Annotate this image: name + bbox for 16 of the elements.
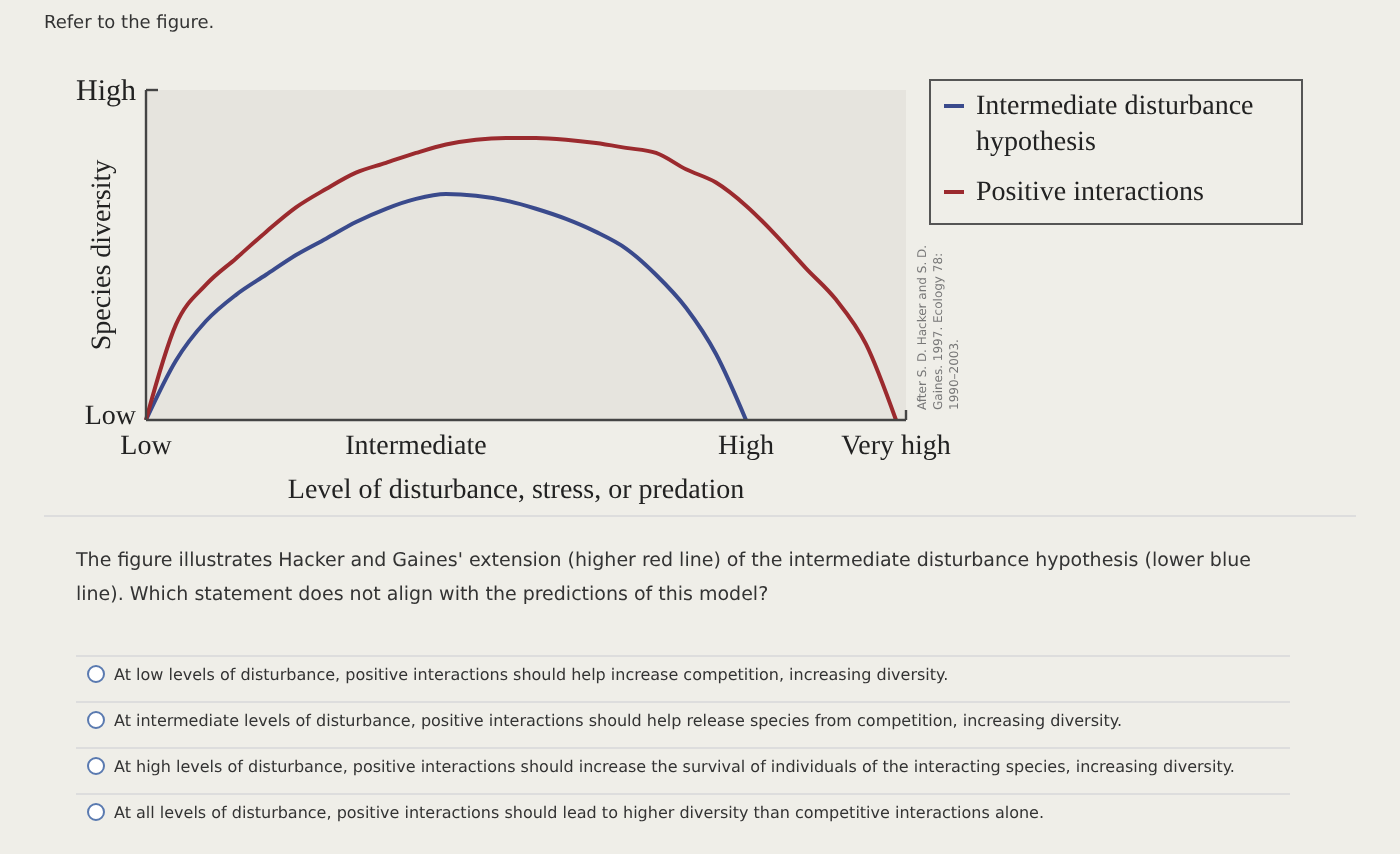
x-tick-label: Low — [120, 432, 174, 462]
legend-label: Intermediate disturbance hypothesis — [976, 92, 1254, 158]
text: The figure illustrates Hacker and Gaines' extension (higher red line) of the intermediate disturbance hypothesis (lower blue line). Which statement does not align with the predictions of this model? — [74, 550, 1252, 606]
text: At low levels of disturbance, positive interactions should help increase competition, increasing diversity. — [114, 666, 949, 684]
text: At high levels of disturbance, positive interactions should increase the survival of individuals of the interacting species, increasing diversity. — [114, 758, 1235, 776]
text: At intermediate levels of disturbance, positive interactions should help release species from competition, increasing diversity. — [114, 712, 1122, 730]
text: Refer to the figure. — [44, 14, 215, 34]
text: Low — [84, 402, 138, 432]
y-axis-title: Species diversity — [88, 159, 118, 351]
x-tick-label: High — [718, 432, 774, 462]
text: At all levels of disturbance, positive interactions should lead to higher diversity than competitive interactions alone. — [114, 804, 1045, 822]
x-axis-title: Level of disturbance, stress, or predation — [287, 476, 745, 506]
x-tick-label: Intermediate — [345, 432, 487, 462]
x-tick-label: Very high — [841, 432, 951, 462]
text: High — [76, 76, 137, 108]
legend-label: Positive interactions — [976, 178, 1204, 208]
